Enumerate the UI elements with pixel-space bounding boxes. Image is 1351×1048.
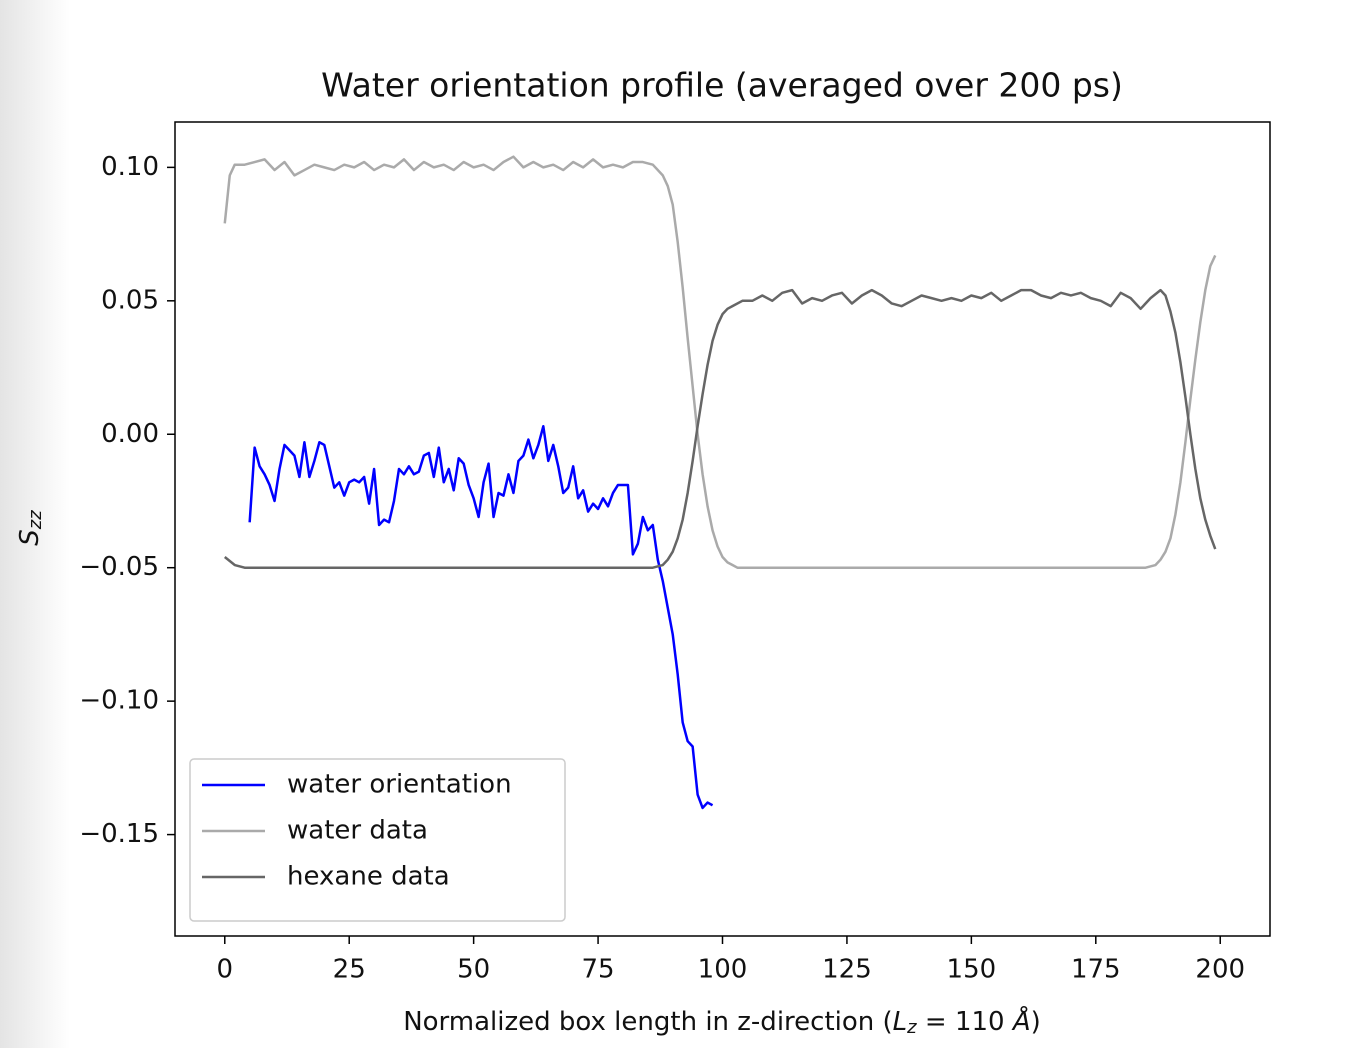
x-tick-label: 175: [1071, 955, 1121, 985]
x-tick-label: 200: [1195, 955, 1245, 985]
y-tick-label: 0.10: [101, 152, 159, 182]
x-tick-label: 100: [698, 955, 748, 985]
x-tick-label: 75: [582, 955, 615, 985]
legend-label: water data: [287, 816, 428, 846]
x-tick-label: 0: [216, 955, 233, 985]
y-tick-label: −0.15: [79, 819, 159, 849]
chart-title: Water orientation profile (averaged over…: [321, 66, 1123, 105]
series-line: [223, 288, 1217, 569]
legend-box: [189, 758, 566, 922]
y-label-part: zz: [25, 510, 46, 530]
x-tick-label: 50: [457, 955, 490, 985]
x-label-part: L: [893, 1007, 908, 1037]
x-tick-label: 125: [822, 955, 872, 985]
x-tick-label: 25: [333, 955, 366, 985]
side-shade: [0, 0, 70, 1048]
plot-frame: [174, 121, 1271, 937]
series-line: [223, 155, 1217, 569]
x-label-part: = 110: [917, 1007, 1013, 1037]
x-axis-label: Normalized box length in z-direction (Lz…: [403, 1005, 1041, 1039]
y-tick-label: −0.10: [79, 686, 159, 716]
series-line: [248, 425, 714, 810]
x-label-part: ): [1031, 1007, 1041, 1037]
y-tick-label: 0.00: [101, 419, 159, 449]
x-label-part: z: [906, 1017, 917, 1038]
legend-label: hexane data: [287, 862, 450, 892]
y-tick-label: −0.05: [79, 552, 159, 582]
y-axis-label: Szz: [15, 510, 47, 546]
y-label-part: S: [15, 529, 45, 546]
x-label-part: Normalized box length in z-direction (: [403, 1007, 892, 1037]
legend-label: water orientation: [287, 770, 512, 800]
y-tick-label: 0.05: [101, 285, 159, 315]
x-tick-label: 150: [947, 955, 997, 985]
x-label-part: Å: [1011, 1005, 1031, 1037]
